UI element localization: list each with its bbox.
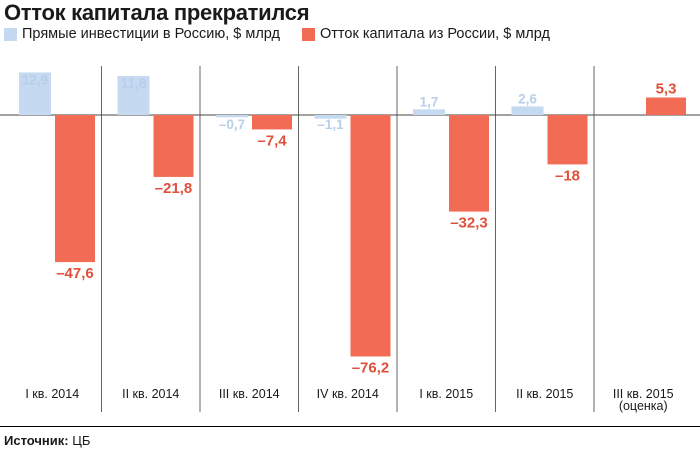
category-label-line: III кв. 2014 xyxy=(219,387,280,401)
investment-value-label: –0,7 xyxy=(219,117,245,132)
bottom-divider xyxy=(0,426,700,427)
investment-bar xyxy=(117,76,150,115)
outflow-value-label: 5,3 xyxy=(656,81,677,98)
outflow-value-label: –18 xyxy=(555,167,580,184)
source-label: Источник: xyxy=(4,433,69,448)
legend-swatch-outflow xyxy=(301,27,315,41)
legend-label-investment: Прямые инвестиции в Россию, $ млрд xyxy=(22,26,280,42)
category-label-line: I кв. 2015 xyxy=(419,387,473,401)
investment-value-label: 2,6 xyxy=(518,91,537,106)
outflow-label-bg xyxy=(543,164,592,185)
category-label: I кв. 2015 xyxy=(419,387,473,401)
source-value: ЦБ xyxy=(72,433,91,448)
investment-bar xyxy=(216,115,248,118)
outflow-value-label: –21,8 xyxy=(155,180,193,197)
outflow-value-label: –32,3 xyxy=(450,215,488,232)
outflow-bar xyxy=(153,115,194,187)
category-label-line: IV кв. 2014 xyxy=(317,387,379,401)
category-label: IV кв. 2014 xyxy=(317,387,379,401)
outflow-value-label: –76,2 xyxy=(352,359,390,376)
category-label: II кв. 2014 xyxy=(122,387,179,401)
investment-bar xyxy=(19,72,51,115)
investment-value-label: 11,8 xyxy=(121,76,147,91)
legend-swatch-investment xyxy=(4,27,17,41)
category-label: II кв. 2015 xyxy=(516,387,573,401)
category-label: III кв. 2015 (оценка) xyxy=(613,387,674,413)
outflow-label-bg xyxy=(149,176,198,197)
bar-chart: 12,9 –47,6 I кв. 2014 11,8 –21,8 II кв. 2014 –… xyxy=(0,66,700,413)
outflow-bar xyxy=(646,97,686,115)
category-label: I кв. 2014 xyxy=(25,387,79,401)
category-label-line: (оценка) xyxy=(619,399,668,413)
outflow-label-bg xyxy=(248,129,296,150)
investment-bar xyxy=(413,109,445,115)
outflow-label-bg xyxy=(346,356,395,377)
outflow-label-bg xyxy=(445,211,493,232)
outflow-value-label: –7,4 xyxy=(257,132,287,149)
outflow-bar xyxy=(55,115,95,273)
category-label-line: II кв. 2015 xyxy=(516,387,573,401)
investment-bar xyxy=(314,115,347,119)
outflow-bar xyxy=(449,115,489,222)
category-label-line: III кв. 2015 xyxy=(613,387,674,401)
category-label-line: II кв. 2014 xyxy=(122,387,179,401)
legend-item-investment: Прямые инвестиции в Россию, $ млрд xyxy=(4,26,280,42)
source-line: Источник: ЦБ xyxy=(4,433,90,448)
investment-value-label: 1,7 xyxy=(420,94,439,109)
investment-value-label: –1,1 xyxy=(317,117,344,132)
outflow-bar xyxy=(350,115,391,367)
outflow-label-bg xyxy=(51,262,99,283)
legend-item-outflow: Отток капитала из России, $ млрд xyxy=(301,26,550,42)
category-label: III кв. 2014 xyxy=(219,387,280,401)
chart-title: Отток капитала прекратился xyxy=(4,0,310,25)
outflow-value-label: –47,6 xyxy=(56,265,94,282)
investment-bar xyxy=(511,106,544,115)
category-label-line: I кв. 2014 xyxy=(25,387,79,401)
legend-label-outflow: Отток капитала из России, $ млрд xyxy=(319,26,550,42)
legend: Прямые инвестиции в Россию, $ млрд Отток… xyxy=(4,26,550,42)
investment-value-label: 12,9 xyxy=(22,72,48,87)
